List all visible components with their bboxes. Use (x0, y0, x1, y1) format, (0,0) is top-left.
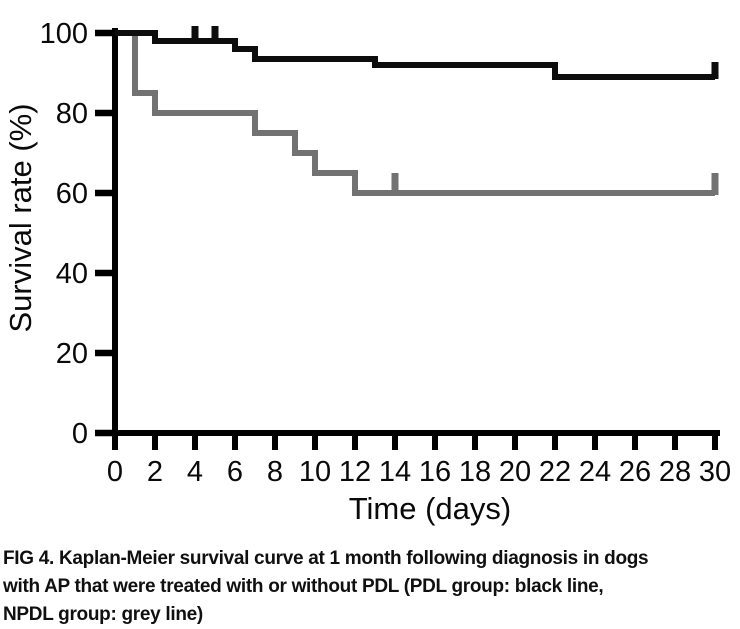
x-axis-title: Time (days) (349, 491, 511, 526)
x-tick-label: 30 (699, 456, 731, 488)
x-tick-label: 10 (299, 456, 331, 488)
y-axis-title: Survival rate (%) (3, 103, 38, 332)
series-path-npdl-group (115, 30, 715, 196)
x-tick-label: 28 (659, 456, 691, 488)
figure-caption-line: NPDL group: grey line) (3, 604, 203, 625)
y-tick-label: 100 (40, 18, 88, 50)
y-tick-label: 60 (56, 178, 88, 210)
x-tick-label: 26 (619, 456, 651, 488)
y-tick-label: 80 (56, 98, 88, 130)
y-tick-label: 20 (56, 338, 88, 370)
series-path-pdl-group (115, 30, 715, 80)
x-tick-label: 8 (267, 456, 283, 488)
figure-caption: FIG 4. Kaplan-Meier survival curve at 1 … (0, 541, 740, 629)
x-tick-label: 14 (379, 456, 411, 488)
figure-caption-line: FIG 4. Kaplan-Meier survival curve at 1 … (3, 548, 649, 569)
y-tick-label: 0 (72, 418, 88, 450)
figure-caption-line: with AP that were treated with or withou… (3, 576, 604, 597)
x-tick-label: 22 (539, 456, 571, 488)
x-tick-label: 0 (107, 456, 123, 488)
x-tick-label: 24 (579, 456, 611, 488)
x-tick-label: 2 (147, 456, 163, 488)
x-tick-label: 4 (187, 456, 203, 488)
x-tick-label: 6 (227, 456, 243, 488)
y-tick-label: 40 (56, 258, 88, 290)
x-tick-label: 18 (459, 456, 491, 488)
x-tick-label: 20 (499, 456, 531, 488)
x-tick-label: 16 (419, 456, 451, 488)
x-tick-label: 12 (339, 456, 371, 488)
